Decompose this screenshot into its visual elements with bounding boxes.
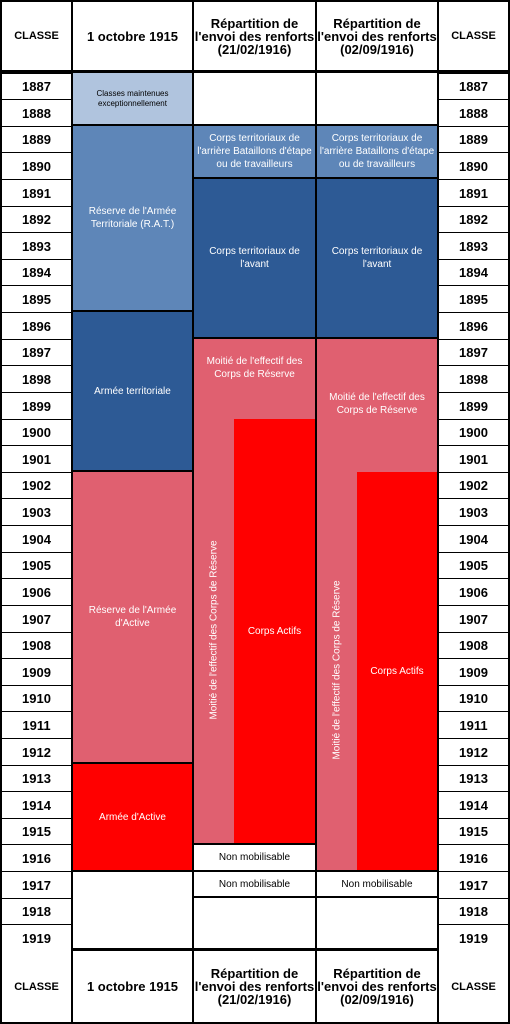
year-cell-left: 1893: [2, 233, 71, 259]
year-cell-left: 1919: [2, 925, 71, 951]
year-cell-right: 1890: [439, 153, 508, 179]
year-cell-right: 1887: [439, 74, 508, 99]
year-cell-right: 1894: [439, 260, 508, 285]
footer-repartition-sep1916: Répartition de l'envoi des renforts (02/…: [317, 951, 437, 1022]
year-cell-right: 1918: [439, 899, 508, 924]
year-cell-right: 1888: [439, 100, 508, 126]
year-cell-left: 1910: [2, 686, 71, 711]
year-cell-left: 1915: [2, 819, 71, 844]
year-cell-right: 1896: [439, 313, 508, 339]
year-cell-left: 1914: [2, 792, 71, 818]
block-empty-feb-top: [194, 73, 315, 124]
block-empty-sep-top: [317, 73, 437, 124]
year-cell-left: 1908: [2, 633, 71, 658]
year-cell-right: 1910: [439, 686, 508, 711]
year-cell-right: 1915: [439, 819, 508, 844]
year-cell-left: 1898: [2, 366, 71, 392]
block-corps-actifs-sep: Corps Actifs: [357, 472, 437, 870]
year-cell-right: 1891: [439, 180, 508, 206]
year-cell-left: 1899: [2, 393, 71, 419]
footer-classe-left: CLASSE: [2, 951, 71, 1022]
year-cell-left: 1913: [2, 766, 71, 791]
block-territoriaux-arriere-feb: Corps territoriaux de l'arrière Bataillo…: [194, 126, 315, 177]
year-cell-left: 1917: [2, 872, 71, 898]
year-cell-left: 1888: [2, 100, 71, 126]
year-cell-right: 1909: [439, 659, 508, 685]
label-moitie-reserve-vertical-feb: Moitié de l'effectif des Corps de Réserv…: [208, 540, 220, 720]
year-cell-right: 1906: [439, 579, 508, 605]
year-cell-left: 1897: [2, 340, 71, 365]
block-reserve-armee-territoriale: Réserve de l'Armée Territoriale (R.A.T.): [73, 126, 192, 310]
year-cell-right: 1902: [439, 473, 508, 498]
year-cell-left: 1905: [2, 553, 71, 578]
block-armee-active: Armée d'Active: [73, 764, 192, 870]
year-cell-right: 1897: [439, 340, 508, 365]
year-cell-right: 1905: [439, 553, 508, 578]
year-cell-right: 1913: [439, 766, 508, 791]
year-cell-left: 1901: [2, 446, 71, 472]
year-cell-right: 1889: [439, 127, 508, 152]
block-territoriaux-avant-feb: Corps territoriaux de l'avant: [194, 179, 315, 337]
year-cell-right: 1900: [439, 420, 508, 445]
year-cell-left: 1906: [2, 579, 71, 605]
year-cell-left: 1900: [2, 420, 71, 445]
year-cell-left: 1907: [2, 606, 71, 632]
year-cell-left: 1891: [2, 180, 71, 206]
block-non-mobilisable-1916-feb: Non mobilisable: [194, 845, 315, 870]
year-cell-left: 1903: [2, 499, 71, 525]
year-cell-right: 1914: [439, 792, 508, 818]
year-cell-right: 1912: [439, 739, 508, 765]
year-cell-left: 1918: [2, 899, 71, 924]
footer-date-1915: 1 octobre 1915: [73, 951, 192, 1022]
header-repartition-feb1916: Répartition de l'envoi des renforts (21/…: [194, 2, 315, 70]
year-cell-left: 1909: [2, 659, 71, 685]
block-non-mobilisable-1917-sep: Non mobilisable: [317, 872, 437, 896]
footer-classe-right: CLASSE: [439, 951, 508, 1022]
year-cell-right: 1919: [439, 925, 508, 951]
year-cell-left: 1916: [2, 845, 71, 871]
year-cell-right: 1899: [439, 393, 508, 419]
block-empty-feb-bottom: [194, 898, 315, 948]
year-cell-right: 1892: [439, 207, 508, 232]
year-cell-right: 1908: [439, 633, 508, 658]
year-cell-right: 1911: [439, 712, 508, 738]
year-cell-right: 1916: [439, 845, 508, 871]
label-moitie-reserve-vertical-sep: Moitié de l'effectif des Corps de Réserv…: [331, 580, 343, 760]
year-cell-left: 1904: [2, 526, 71, 552]
year-cell-left: 1894: [2, 260, 71, 285]
year-cell-right: 1895: [439, 286, 508, 312]
year-cell-left: 1911: [2, 712, 71, 738]
label-moitie-reserve-sep: Moitié de l'effectif des Corps de Réserv…: [329, 392, 425, 416]
block-armee-territoriale: Armée territoriale: [73, 312, 192, 470]
year-cell-right: 1907: [439, 606, 508, 632]
year-cell-left: 1912: [2, 739, 71, 765]
year-cell-right: 1898: [439, 366, 508, 392]
year-cell-left: 1902: [2, 473, 71, 498]
year-cell-left: 1889: [2, 127, 71, 152]
year-cell-left: 1896: [2, 313, 71, 339]
block-classes-maintenues: Classes maintenues exceptionnellement: [73, 73, 192, 124]
year-cell-left: 1887: [2, 74, 71, 99]
year-cell-right: 1903: [439, 499, 508, 525]
block-territoriaux-arriere-sep: Corps territoriaux de l'arrière Bataillo…: [317, 126, 437, 177]
year-cell-right: 1904: [439, 526, 508, 552]
header-classe-left: CLASSE: [2, 2, 71, 70]
year-cell-left: 1890: [2, 153, 71, 179]
year-cell-left: 1895: [2, 286, 71, 312]
year-cell-right: 1917: [439, 872, 508, 898]
header-classe-right: CLASSE: [439, 2, 508, 70]
block-empty-sep-bottom: [317, 898, 437, 948]
header-repartition-sep1916: Répartition de l'envoi des renforts (02/…: [317, 2, 437, 70]
block-reserve-armee-active: Réserve de l'Armée d'Active: [73, 472, 192, 762]
block-non-mobilisable-1917-feb: Non mobilisable: [194, 872, 315, 896]
header-date-1915: 1 octobre 1915: [73, 2, 192, 70]
year-cell-right: 1901: [439, 446, 508, 472]
footer-repartition-feb1916: Répartition de l'envoi des renforts (21/…: [194, 951, 315, 1022]
block-territoriaux-avant-sep: Corps territoriaux de l'avant: [317, 179, 437, 337]
year-cell-right: 1893: [439, 233, 508, 259]
block-empty-1915-bottom: [73, 872, 192, 948]
label-moitie-reserve-feb: Moitié de l'effectif des Corps de Réserv…: [206, 356, 303, 380]
year-cell-left: 1892: [2, 207, 71, 232]
block-corps-actifs-feb: Corps Actifs: [234, 419, 315, 843]
